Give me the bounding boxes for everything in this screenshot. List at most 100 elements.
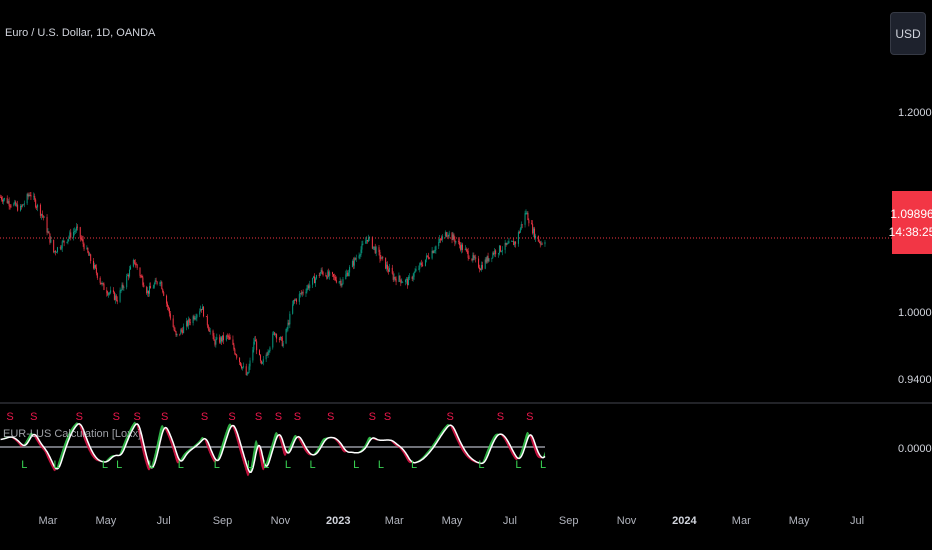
candle-body [473, 255, 475, 259]
candle-body [86, 247, 88, 250]
bar-countdown: 14:38:25 [888, 224, 932, 239]
candle-body [76, 226, 78, 228]
candle-body [199, 311, 201, 315]
candle-body [1, 199, 3, 202]
candle-body [42, 215, 44, 218]
candle-body [472, 255, 474, 261]
candle-body [435, 246, 437, 250]
candle-body [127, 274, 129, 276]
candle-body [73, 231, 75, 238]
indicator-fill [529, 434, 531, 440]
candle-body [401, 282, 403, 283]
candle-body [136, 264, 138, 268]
candle-body [507, 243, 509, 245]
candle-body [185, 321, 187, 327]
candle-body [339, 280, 341, 282]
candle-body [442, 236, 444, 240]
sell-signal: S [228, 411, 235, 423]
candle-body [299, 293, 301, 295]
candle-body [49, 233, 51, 243]
candle-body [446, 235, 448, 237]
candle-body [414, 271, 416, 273]
candle-body [242, 366, 244, 368]
candle-body [126, 275, 128, 288]
candle-body [110, 290, 112, 293]
indicator-plot [0, 421, 546, 477]
candle-body [19, 205, 21, 211]
candle-body [153, 283, 155, 288]
candle-body [258, 350, 260, 356]
candle-body [155, 280, 157, 282]
candle-body [465, 248, 467, 250]
candle-body [358, 255, 360, 259]
candle-body [514, 241, 516, 246]
candle-body [402, 281, 404, 283]
candle-body [50, 239, 52, 243]
candle-body [355, 258, 357, 260]
indicator-fill [544, 451, 545, 458]
candle-body [393, 276, 395, 280]
indicator-title[interactable]: EUR-LUS Calculation [Loxx] [3, 428, 142, 440]
candle-body [362, 243, 364, 245]
candle-body [388, 267, 390, 272]
candle-body [420, 263, 422, 265]
indicator-fill [266, 459, 268, 467]
candle-body [365, 241, 367, 244]
candle-body [318, 275, 320, 276]
candle-body [142, 277, 144, 285]
candle-body [459, 241, 461, 246]
candle-body [216, 337, 218, 340]
time-tick-12: Mar [731, 515, 751, 527]
currency-button[interactable]: USD [890, 12, 926, 55]
candle-body [471, 258, 473, 261]
candle-body [148, 290, 150, 294]
time-tick-0: Mar [38, 515, 58, 527]
sell-signal: S [294, 411, 301, 423]
sell-signal: S [369, 411, 376, 423]
indicator-fill [279, 434, 281, 442]
candle-body [240, 362, 242, 366]
candle-body [195, 317, 197, 319]
candle-body [120, 289, 122, 291]
time-tick-8: Jul [502, 515, 517, 527]
candle-body [340, 280, 342, 286]
candle-body [241, 366, 243, 369]
time-tick-10: Nov [616, 515, 637, 527]
candle-body [381, 256, 383, 259]
candle-body [134, 263, 136, 265]
candle-body [452, 234, 454, 240]
buy-signal: L [148, 459, 154, 471]
candle-body [321, 269, 323, 273]
candle-body [298, 294, 300, 302]
candle-body [534, 235, 536, 239]
candle-body [68, 237, 70, 240]
candle-body [95, 267, 97, 274]
candle-body [413, 272, 415, 277]
last-price-value: 1.09896 [890, 206, 932, 221]
candle-body [123, 287, 125, 289]
price-candles [0, 192, 546, 376]
candle-body [366, 239, 368, 242]
sell-signal: S [6, 411, 13, 423]
candle-body [325, 275, 327, 277]
candle-body [394, 276, 396, 279]
candle-body [183, 326, 185, 334]
candle-body [202, 306, 204, 310]
candle-body [169, 313, 171, 319]
candle-body [319, 273, 321, 276]
buy-signal: L [116, 459, 122, 471]
candle-body [30, 195, 32, 197]
candle-body [180, 329, 182, 335]
indicator-fill [56, 465, 58, 469]
candle-body [182, 330, 184, 334]
candle-body [375, 247, 377, 254]
candle-body [488, 258, 490, 262]
candle-body [7, 201, 9, 204]
candle-body [233, 344, 235, 350]
buy-signal: L [178, 459, 184, 471]
buy-signal: L [353, 459, 359, 471]
candle-body [494, 250, 496, 255]
